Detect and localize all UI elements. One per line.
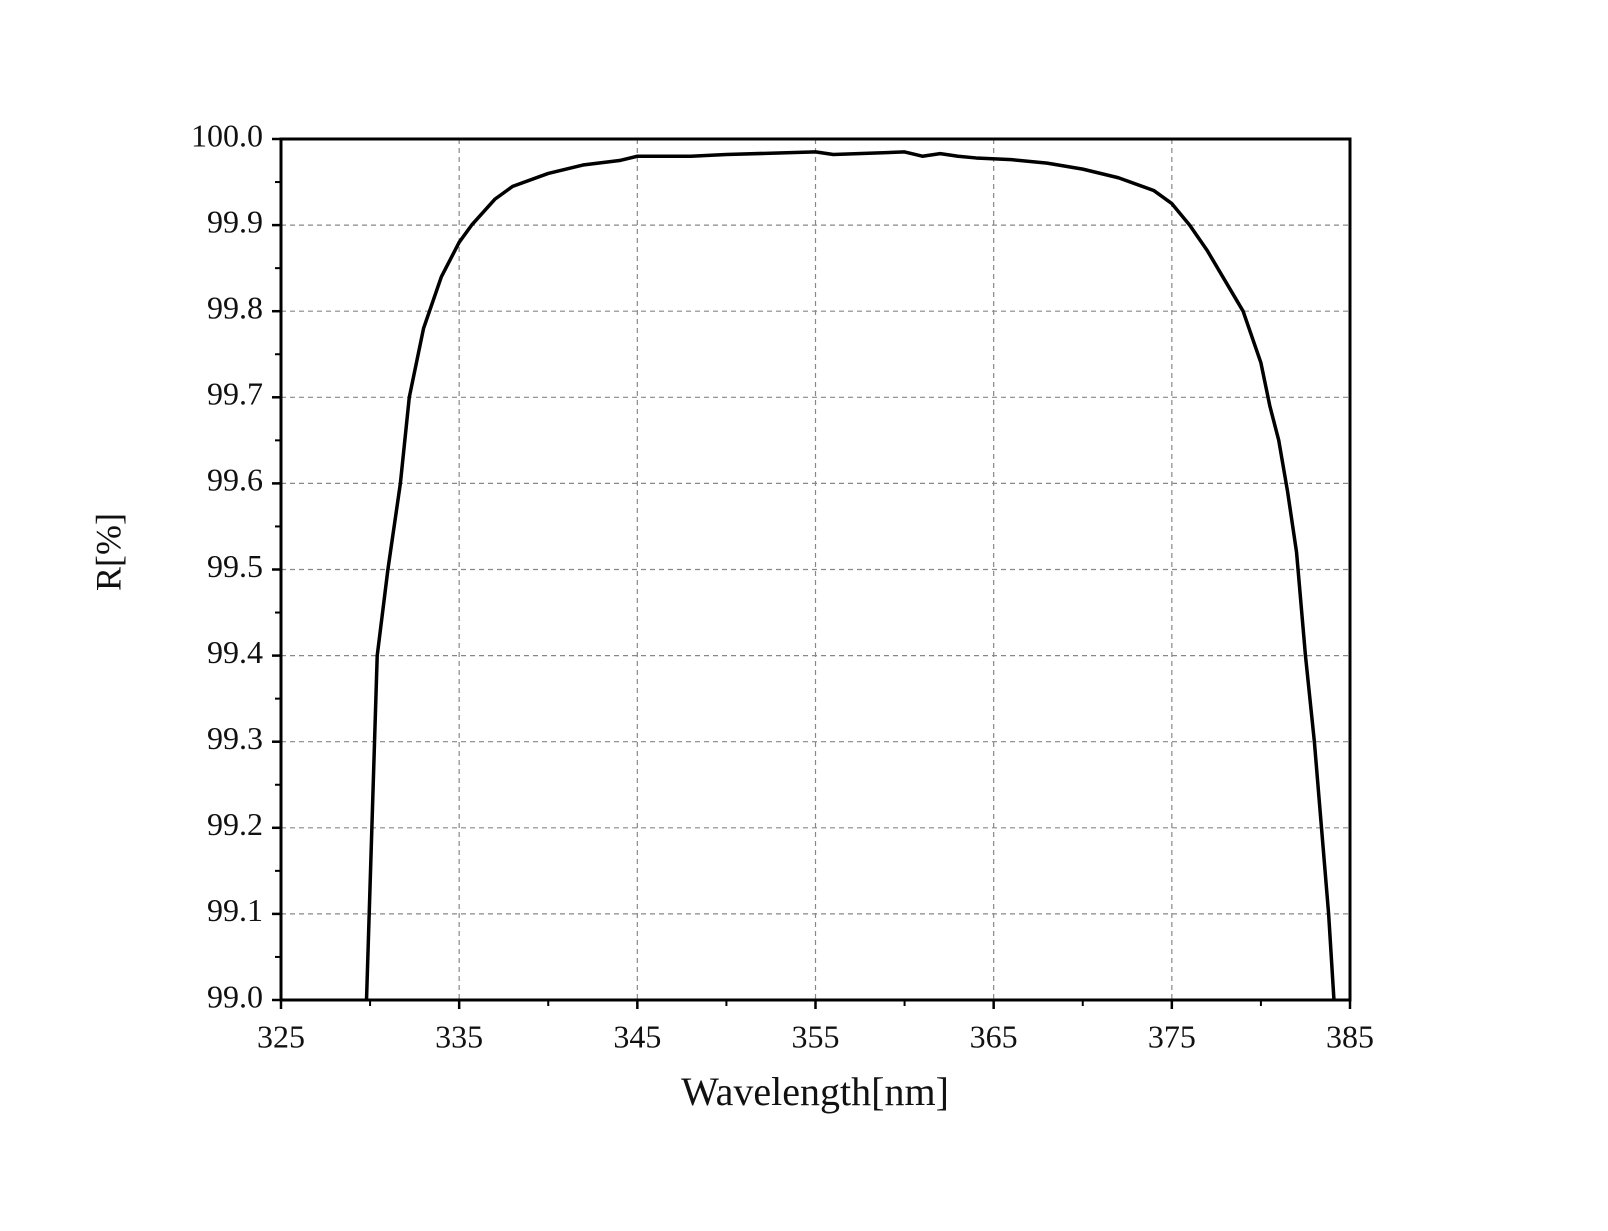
y-tick-label: 99.1 — [207, 892, 263, 928]
y-tick-label: 99.2 — [207, 806, 263, 842]
plot-frame — [279, 137, 1352, 1002]
y-tick-label: 99.9 — [207, 203, 263, 239]
y-tick-label: 100.0 — [191, 117, 263, 153]
y-tick-label: 99.6 — [207, 462, 263, 498]
x-tick-label: 335 — [435, 1018, 483, 1054]
y-tick-label: 99.5 — [207, 548, 263, 584]
x-tick-label: 325 — [257, 1018, 305, 1054]
y-tick-label: 99.8 — [207, 290, 263, 326]
x-tick-label: 375 — [1148, 1018, 1196, 1054]
y-tick-label: 99.7 — [207, 376, 263, 412]
x-tick-label: 345 — [613, 1018, 661, 1054]
x-tick-label: 365 — [970, 1018, 1018, 1054]
y-axis-label: R[%] — [88, 513, 128, 591]
x-tick-label: 355 — [792, 1018, 840, 1054]
data-line — [364, 150, 1336, 1001]
y-tick-label: 99.4 — [207, 634, 263, 670]
y-tick-label: 99.0 — [207, 978, 263, 1014]
x-tick-label: 385 — [1326, 1018, 1374, 1054]
x-axis-label: Wavelength[nm] — [681, 1069, 949, 1114]
y-tick-label: 99.3 — [207, 720, 263, 756]
